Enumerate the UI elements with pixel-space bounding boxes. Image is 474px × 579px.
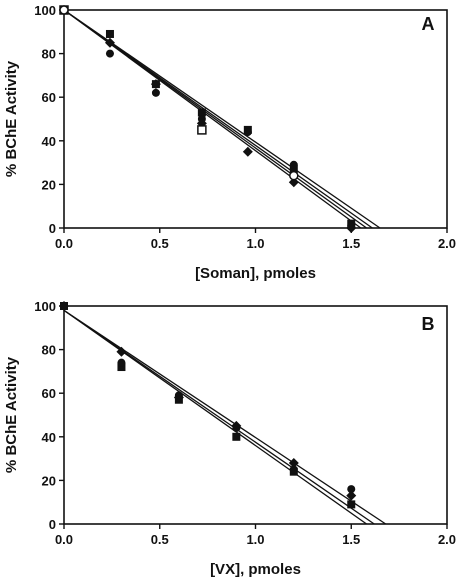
y-axis-label: % BChE Activity	[3, 60, 20, 177]
data-point-diamond	[288, 177, 299, 188]
regression-line	[63, 9, 381, 229]
regression-line	[63, 309, 375, 525]
data-point-square	[105, 29, 114, 38]
data-point-open-circle	[59, 5, 69, 15]
panel-b: 0.0 0.5 1.0 1.5 2.0 0 20 40 60 80 100 [VX], pmoles%…	[3, 299, 456, 578]
plot-frame	[63, 9, 448, 229]
y-tick-label: 40	[42, 134, 56, 149]
data-point-diamond	[288, 457, 299, 468]
data-point-diamond	[104, 37, 115, 48]
y-tick-label: 60	[42, 90, 56, 105]
y-tick-label: 40	[42, 430, 56, 445]
panel-a: 0.0 0.5 1.0 1.5 2.0 0 20 40 60 80 100 [Soman], pmol…	[3, 3, 456, 282]
x-tick-label: 1.5	[342, 532, 360, 547]
data-point-open-circle	[289, 170, 299, 181]
data-point-circle	[151, 88, 160, 97]
x-tick-label: 1.5	[342, 236, 360, 251]
y-tick-label: 100	[34, 299, 56, 314]
data-point-square	[347, 500, 356, 509]
data-point-diamond	[346, 490, 357, 501]
data-point-square	[289, 165, 298, 174]
data-point-square	[232, 432, 241, 441]
data-point-circle	[117, 358, 126, 367]
data-point-circle	[347, 485, 356, 494]
y-tick-label: 0	[49, 221, 56, 236]
x-axis-label: [Soman], pmoles	[195, 265, 316, 282]
x-tick-label: 2.0	[438, 236, 456, 251]
x-axis-label: [VX], pmoles	[210, 561, 301, 578]
plot-frame	[63, 305, 448, 525]
data-point-square	[197, 108, 206, 117]
data-point-circle	[289, 465, 298, 474]
data-point-square	[117, 363, 126, 372]
x-tick-label: 0.0	[55, 236, 73, 251]
data-point-diamond	[116, 346, 127, 357]
y-tick-label: 80	[42, 47, 56, 62]
data-point-circle	[289, 160, 298, 169]
y-tick-label: 20	[42, 473, 56, 488]
x-tick-label: 2.0	[438, 532, 456, 547]
data-point-diamond	[242, 146, 253, 157]
data-point-circle	[105, 49, 114, 58]
data-point-diamond	[346, 223, 357, 233]
data-point-open-square	[197, 125, 207, 135]
y-tick-label: 80	[42, 343, 56, 358]
x-tick-label: 1.0	[246, 532, 264, 547]
data-point-diamond	[231, 420, 242, 431]
data-point-diamond	[150, 79, 161, 90]
data-point-diamond	[173, 392, 184, 403]
x-tick-label: 0.5	[151, 532, 169, 547]
y-tick-label: 0	[49, 517, 56, 532]
y-tick-label: 60	[42, 386, 56, 401]
regression-line	[63, 309, 387, 525]
data-point-diamond	[59, 301, 69, 311]
regression-line	[63, 309, 367, 525]
x-tick-label: 0.5	[151, 236, 169, 251]
x-tick-label: 1.0	[246, 236, 264, 251]
panel-letter: A	[422, 14, 435, 34]
y-tick-label: 20	[42, 177, 56, 192]
y-axis-label: % BChE Activity	[3, 356, 20, 473]
data-point-circle	[243, 128, 252, 137]
y-tick-label: 100	[34, 3, 56, 18]
regression-line	[63, 9, 373, 229]
x-tick-label: 0.0	[55, 532, 73, 547]
panel-letter: B	[422, 314, 435, 334]
